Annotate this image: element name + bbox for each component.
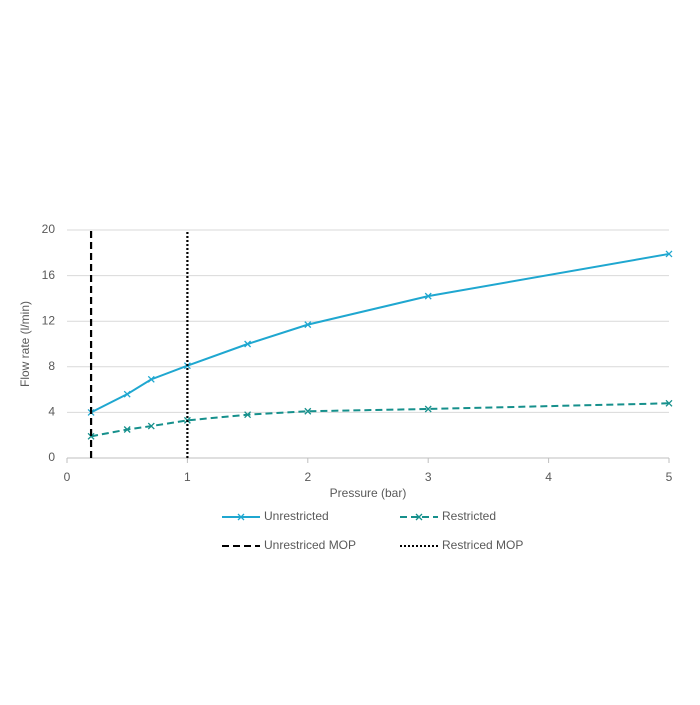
data-point (87, 432, 95, 440)
data-point (424, 405, 432, 413)
y-tick-label: 0 (48, 450, 55, 464)
data-point (424, 292, 432, 300)
legend-label: Restriced MOP (442, 538, 523, 552)
data-point (147, 422, 155, 430)
data-point (244, 340, 252, 348)
x-axis-label: Pressure (bar) (330, 486, 407, 500)
x-tick-label: 5 (666, 470, 673, 484)
x-tick-label: 2 (304, 470, 311, 484)
x-tick-label: 0 (64, 470, 71, 484)
data-point (665, 250, 673, 258)
y-tick-label: 20 (42, 222, 56, 236)
data-point (123, 426, 131, 433)
y-tick-label: 8 (48, 359, 55, 373)
data-point (147, 375, 155, 383)
data-point (665, 399, 673, 407)
x-tick-label: 1 (184, 470, 191, 484)
y-tick-label: 12 (42, 313, 56, 327)
y-tick-label: 4 (48, 405, 55, 419)
x-tick-label: 3 (425, 470, 432, 484)
data-point (123, 390, 131, 398)
x-tick-label: 4 (545, 470, 552, 484)
series-line (90, 252, 670, 414)
data-point (304, 407, 312, 415)
legend-label: Unrestricted (264, 509, 329, 523)
y-tick-label: 16 (42, 268, 56, 282)
legend-label: Restricted (442, 509, 496, 523)
legend-marker (415, 513, 423, 521)
y-axis-label: Flow rate (l/min) (18, 301, 32, 387)
data-point (244, 411, 252, 419)
series-line (90, 402, 670, 438)
data-point (304, 321, 312, 329)
legend-label: Unrestriced MOP (264, 538, 356, 552)
legend-marker (237, 513, 245, 521)
